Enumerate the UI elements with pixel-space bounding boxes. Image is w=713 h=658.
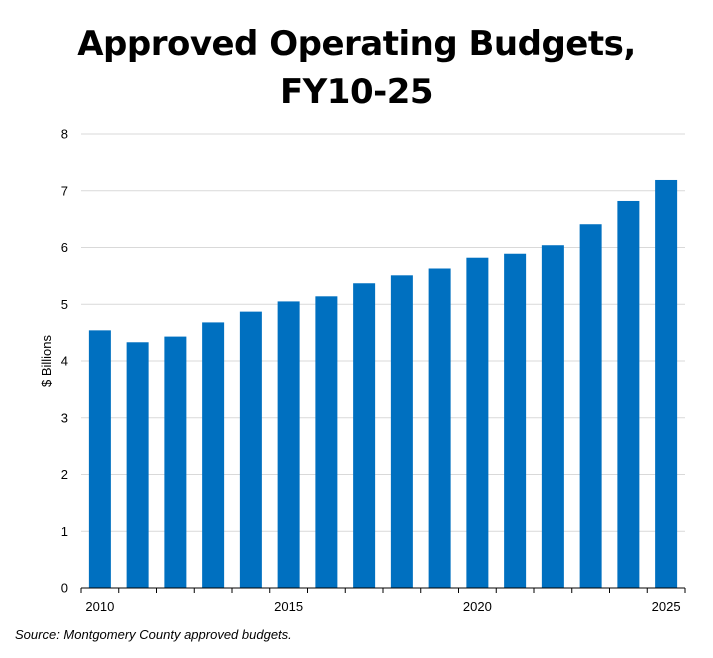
bar-2012: [164, 336, 187, 588]
bar-2025: [655, 179, 678, 588]
chart-title-line-2: FY10-25: [279, 72, 434, 112]
bar-2024: [617, 200, 640, 588]
y-tick-label: 5: [61, 297, 68, 312]
x-tick-label: 2015: [274, 599, 303, 614]
bar-2022: [541, 245, 564, 589]
bar-2013: [202, 322, 225, 588]
y-tick-label: 1: [61, 524, 68, 539]
bar-2015: [277, 301, 300, 588]
y-tick-label: 0: [61, 581, 68, 596]
chart-title-line-1: Approved Operating Budgets,: [77, 24, 636, 64]
y-axis-label: $ Billions: [39, 334, 54, 387]
bar-2017: [353, 283, 376, 588]
y-tick-label: 3: [61, 410, 68, 425]
y-tick-label: 8: [61, 127, 68, 142]
y-tick-label: 2: [61, 467, 68, 482]
bar-2016: [315, 296, 338, 588]
x-tick-label: 2025: [652, 599, 681, 614]
bar-2023: [579, 224, 602, 589]
source-note: Source: Montgomery County approved budge…: [15, 627, 292, 642]
bar-2020: [466, 257, 489, 588]
x-tick-label: 2010: [85, 599, 114, 614]
bar-2010: [88, 330, 111, 588]
bar-2021: [504, 253, 527, 588]
y-axis-ticks: 0 1 2 3 4 5 6 7 8: [61, 127, 68, 596]
y-tick-label: 6: [61, 240, 68, 255]
bars: [88, 179, 678, 589]
bar-2011: [126, 342, 149, 588]
y-tick-label: 4: [61, 354, 68, 369]
x-axis: 2010 2015 2020 2025: [80, 587, 686, 614]
bar-2018: [390, 275, 413, 588]
bar-2014: [239, 311, 262, 588]
bar-2019: [428, 268, 451, 588]
x-tick-label: 2020: [463, 599, 492, 614]
y-tick-label: 7: [61, 183, 68, 198]
